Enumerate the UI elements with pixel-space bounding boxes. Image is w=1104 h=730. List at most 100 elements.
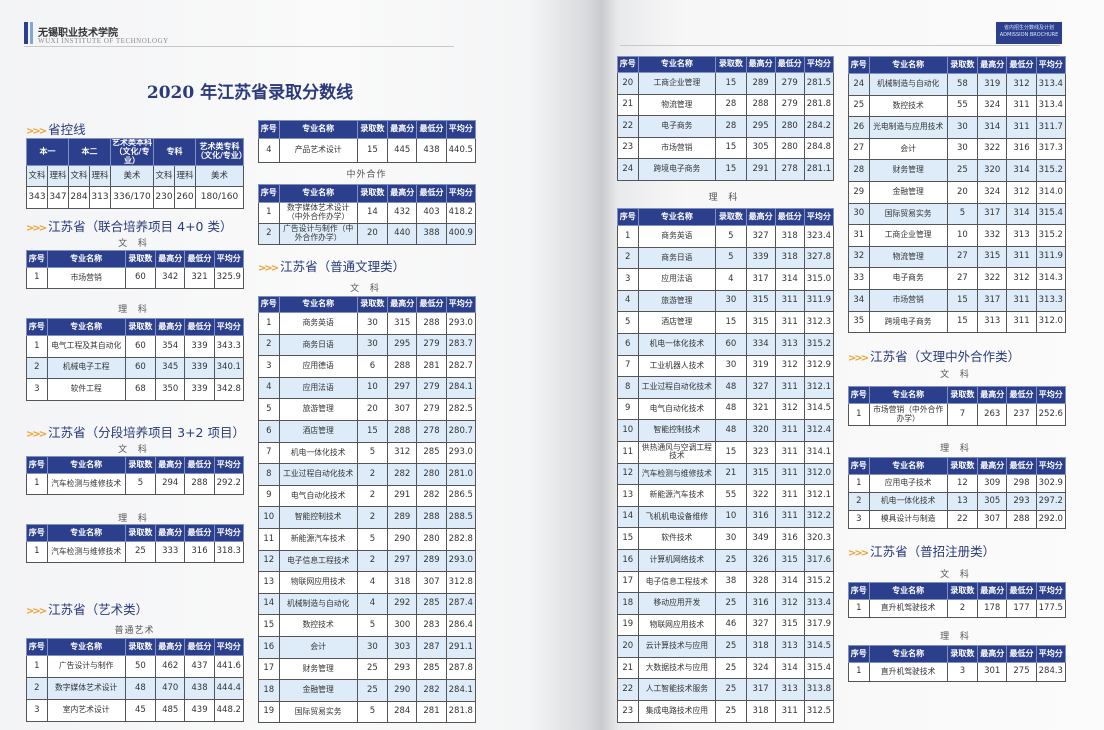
- column-header: 专业名称: [278, 296, 358, 313]
- major-name-cell: 工业过程自动化技术: [278, 463, 358, 486]
- table-general-wen: 序号 专业名称 录取数 最高分 最低分 平均分 1 商务英语 30 315 288 293.0 2 商务日…: [258, 296, 476, 724]
- avg-score-cell: 286.4: [445, 614, 476, 637]
- admitted-count-cell: 30: [356, 635, 389, 659]
- major-name-cell: 智能控制技术: [637, 419, 717, 442]
- max-score-cell: 314: [977, 116, 1008, 139]
- admitted-count-cell: 50: [124, 655, 157, 678]
- table-row: 18 移动应用开发 25 316 312 313.4: [617, 592, 834, 615]
- column-header: 最低分: [184, 456, 215, 474]
- label-wen: 文 科: [118, 239, 151, 249]
- major-name-cell: 市场营销: [868, 288, 948, 312]
- header-cell: 专科: [153, 137, 196, 167]
- major-name-cell: 旅游管理: [637, 289, 717, 313]
- avg-score-cell: 317.6: [803, 548, 834, 572]
- min-score-cell: 279: [774, 72, 805, 95]
- column-header: 平均分: [1035, 582, 1066, 600]
- max-score-cell: 315: [745, 462, 776, 486]
- min-score-cell: 281: [416, 355, 447, 378]
- min-score-cell: 311: [1006, 245, 1037, 269]
- table-row: 1 应用电子技术 12 309 298 302.9: [848, 474, 1066, 493]
- major-name-cell: 广告设计与制作（中外合作办学）: [278, 223, 358, 245]
- serial-cell: 1: [848, 662, 870, 682]
- serial-cell: 33: [848, 267, 870, 290]
- min-score-cell: 288: [416, 506, 447, 529]
- column-header: 最高分: [155, 524, 186, 542]
- table-row: 13 物联网应用技术 4 318 307 312.8: [258, 571, 476, 594]
- min-score-cell: 316: [1006, 137, 1037, 161]
- admitted-count-cell: 20: [356, 398, 389, 421]
- subheader-cell: 理科: [47, 165, 69, 188]
- min-score-cell: 293: [1006, 492, 1037, 511]
- avg-score-cell: 311.9: [803, 289, 834, 313]
- admitted-count-cell: 5: [356, 614, 389, 637]
- serial-cell: 16: [617, 548, 639, 572]
- min-score-cell: 307: [416, 571, 447, 594]
- column-header: 最高分: [977, 645, 1008, 663]
- subheader-cell: 理科: [174, 165, 196, 188]
- avg-score-cell: 284.1: [445, 376, 476, 400]
- serial-cell: 22: [617, 115, 639, 138]
- major-name-cell: 机电一体化技术: [278, 441, 358, 465]
- chevron-icon: >>>: [26, 126, 47, 137]
- table-row: 29 金融管理 20 324 312 314.0: [848, 180, 1066, 204]
- serial-cell: 10: [258, 506, 280, 529]
- column-header: 录取数: [715, 56, 747, 73]
- admitted-count-cell: 2: [356, 549, 389, 573]
- admitted-count-cell: 25: [356, 657, 389, 681]
- column-header: 最高分: [155, 638, 186, 656]
- serial-cell: 11: [258, 527, 280, 551]
- avg-score-cell: 314.3: [1035, 267, 1066, 290]
- max-score-cell: 332: [977, 224, 1008, 247]
- admitted-count-cell: 15: [946, 288, 979, 312]
- max-score-cell: 307: [977, 510, 1008, 529]
- avg-score-cell: 252.6: [1035, 403, 1066, 426]
- major-name-cell: 会计: [868, 137, 948, 161]
- major-name-cell: 汽车检测与维修技术: [637, 462, 717, 486]
- avg-score-cell: 281.8: [803, 93, 834, 117]
- max-score-cell: 317: [977, 288, 1008, 312]
- serial-cell: 9: [617, 397, 639, 421]
- heading-text: 江苏省（普招注册类）: [870, 544, 996, 559]
- table-header: 序号 专业名称 录取数 最高分 最低分 平均分: [258, 296, 476, 313]
- min-score-cell: 314: [774, 656, 805, 680]
- avg-score-cell: 281.1: [803, 158, 834, 181]
- min-score-cell: 312: [774, 397, 805, 421]
- column-header: 录取数: [356, 184, 389, 203]
- column-header: 最低分: [184, 250, 215, 268]
- max-score-cell: 303: [387, 635, 418, 659]
- serial-cell: 23: [617, 700, 639, 723]
- avg-score-cell: 325.9: [213, 267, 244, 289]
- subheader-cell: 理科: [89, 165, 111, 188]
- serial-cell: 14: [258, 592, 280, 616]
- min-score-cell: 285: [416, 592, 447, 616]
- admitted-count-cell: 20: [946, 180, 979, 204]
- max-score-cell: 322: [977, 137, 1008, 161]
- min-score-cell: 311: [1006, 94, 1037, 118]
- value-cell: 313: [89, 186, 111, 210]
- value-cell: 343: [26, 186, 48, 210]
- serial-cell: 12: [258, 549, 280, 573]
- major-name-cell: 应用法语: [637, 268, 717, 291]
- table-row: 31 工商企业管理 10 332 313 315.2: [848, 224, 1066, 247]
- max-score-cell: 295: [387, 333, 418, 357]
- avg-score-cell: 448.2: [213, 699, 244, 722]
- max-score-cell: 305: [745, 136, 776, 160]
- avg-score-cell: 293.0: [445, 441, 476, 465]
- table-row: 18 金融管理 25 290 282 284.1: [258, 679, 476, 702]
- column-header: 序号: [848, 645, 870, 663]
- avg-score-cell: 288.5: [445, 506, 476, 529]
- avg-score-cell: 292.0: [1035, 510, 1066, 529]
- table-row: 14 机械制造与自动化 4 292 285 287.4: [258, 592, 476, 616]
- min-score-cell: 321: [184, 267, 215, 289]
- max-score-cell: 326: [745, 548, 776, 572]
- major-name-cell: 云计算技术与应用: [637, 635, 717, 658]
- admitted-count-cell: 15: [356, 419, 389, 443]
- header-cell: 艺术类专科（文化/专业）: [195, 137, 244, 167]
- admitted-count-cell: 48: [715, 397, 747, 421]
- column-header: 最高分: [155, 456, 186, 474]
- table-row: 2 机械电子工程 60 345 339 340.1: [26, 356, 244, 379]
- admitted-count-cell: 48: [715, 376, 747, 399]
- admitted-count-cell: 30: [356, 333, 389, 357]
- table-row: 1 商务英语 30 315 288 293.0: [258, 312, 476, 335]
- table-row: 3 模具设计与制造 22 307 288 292.0: [848, 510, 1066, 529]
